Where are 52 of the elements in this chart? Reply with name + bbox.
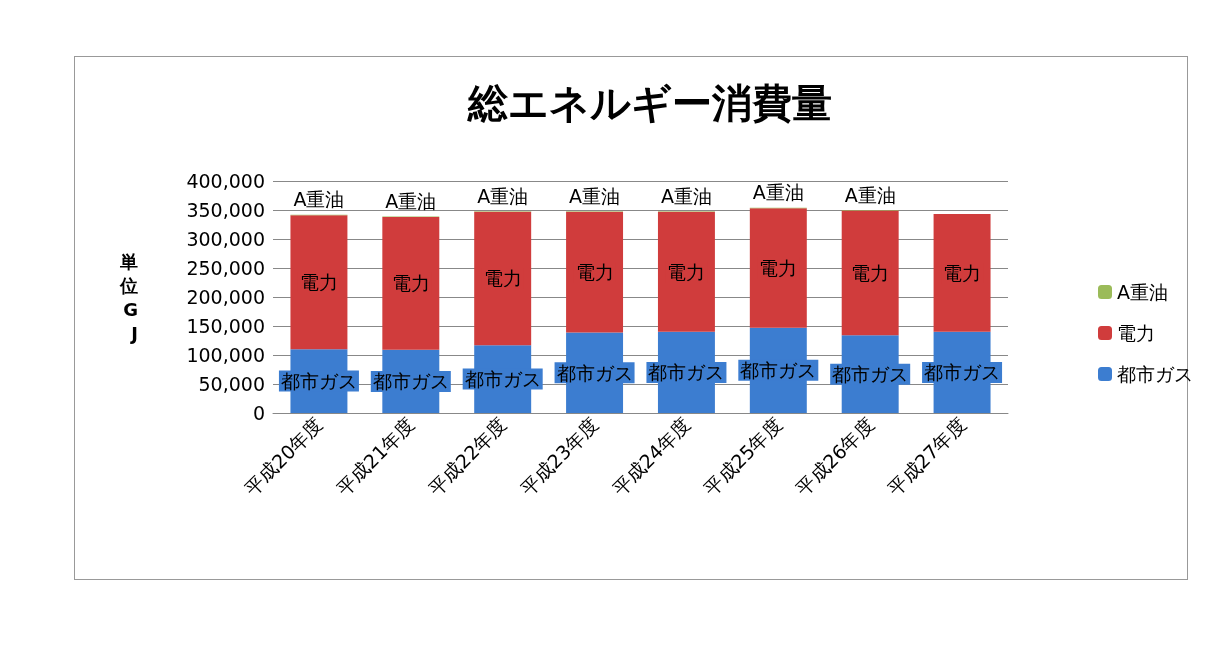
x-tick-label: 平成21年度	[332, 413, 419, 500]
data-label: 都市ガス	[740, 359, 817, 382]
y-tick-label: 0	[252, 402, 265, 424]
y-tick-label: 150,000	[186, 315, 265, 337]
bar	[657, 211, 715, 332]
legend-label: A重油	[1117, 281, 1168, 303]
y-tick-label: 250,000	[186, 257, 265, 279]
y-tick-label: 100,000	[186, 344, 265, 366]
legend-label: 都市ガス	[1117, 363, 1193, 385]
data-label: 都市ガス	[372, 370, 449, 393]
data-label: A重油	[385, 189, 437, 212]
y-tick-label: 350,000	[186, 199, 265, 221]
data-label: A重油	[293, 188, 345, 211]
y-tick-label: 400,000	[186, 170, 265, 192]
data-label: 都市ガス	[464, 368, 541, 391]
data-label: 電力	[299, 271, 338, 294]
bar	[290, 215, 348, 350]
x-tick-label: 平成22年度	[424, 413, 511, 500]
data-label: 都市ガス	[280, 370, 357, 393]
data-label: A重油	[752, 181, 804, 204]
x-tick-label: 平成25年度	[699, 413, 787, 500]
y-tick-label: 300,000	[186, 228, 265, 250]
bar	[933, 214, 991, 332]
data-label: 都市ガス	[832, 363, 909, 386]
data-label: 電力	[943, 261, 982, 284]
data-label: 電力	[667, 260, 706, 283]
data-label: 電力	[759, 257, 798, 279]
y-tick-label: 200,000	[186, 286, 265, 308]
data-label: 都市ガス	[924, 361, 1001, 384]
data-label: 都市ガス	[556, 361, 633, 384]
chart-title: 総エネルギー消費量	[467, 80, 832, 126]
x-tick-label: 平成27年度	[883, 413, 970, 500]
bar	[841, 210, 899, 336]
bar	[474, 211, 532, 346]
data-label: A重油	[477, 184, 529, 207]
data-label: A重油	[569, 184, 621, 207]
x-tick-label: 平成24年度	[607, 413, 695, 500]
legend-label: 電力	[1117, 322, 1155, 344]
bar	[382, 216, 440, 350]
data-label: 電力	[575, 261, 614, 284]
data-label: 電力	[391, 272, 430, 295]
data-label: A重油	[844, 183, 896, 206]
bar	[566, 211, 624, 333]
x-tick-label: 平成26年度	[791, 413, 878, 500]
data-label: A重油	[660, 184, 712, 207]
y-tick-label: 50,000	[198, 373, 265, 395]
data-label: 電力	[851, 261, 890, 284]
data-label: 都市ガス	[648, 361, 725, 384]
data-label: 電力	[483, 267, 522, 290]
bar	[749, 208, 807, 328]
x-tick-label: 平成23年度	[515, 413, 603, 500]
y-axis-title: 単位GJ	[119, 250, 138, 344]
